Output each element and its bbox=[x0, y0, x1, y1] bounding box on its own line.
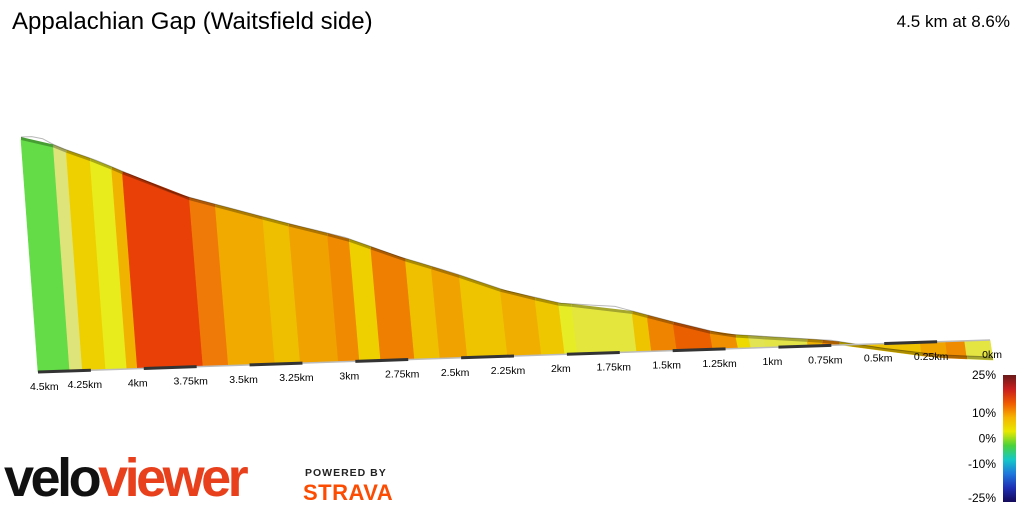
band-top-wall bbox=[764, 336, 808, 342]
band-top-wall bbox=[710, 330, 736, 338]
ridge-line bbox=[20, 136, 994, 358]
band-top-wall bbox=[327, 233, 350, 242]
distance-tick-label: 4.5km bbox=[30, 381, 59, 393]
distance-axis bbox=[37, 339, 991, 374]
distance-tick-label: 1.25km bbox=[702, 358, 737, 370]
band-top-wall bbox=[90, 158, 112, 170]
distance-tick-label: 3km bbox=[339, 370, 359, 382]
band-top-wall bbox=[349, 238, 371, 250]
band-top-wall bbox=[748, 335, 765, 340]
band-top-wall bbox=[673, 321, 711, 334]
band-top-wall bbox=[370, 246, 406, 262]
base-dash bbox=[355, 358, 409, 363]
legend-tick-label: 25% bbox=[972, 368, 996, 382]
band-top-wall bbox=[288, 223, 328, 237]
distance-tick-label: 3.5km bbox=[229, 374, 258, 386]
base-dash bbox=[143, 365, 197, 370]
climb-summary: 4.5 km at 8.6% bbox=[896, 12, 1010, 31]
distance-tick-label: 0km bbox=[982, 349, 1002, 361]
profile-top-walls bbox=[21, 137, 993, 360]
base-dash bbox=[778, 343, 832, 349]
band-top-wall bbox=[921, 352, 948, 359]
band-top-wall bbox=[53, 144, 67, 153]
gradient-bands bbox=[20, 139, 994, 373]
base-dash bbox=[461, 354, 515, 360]
band-top-wall bbox=[558, 302, 572, 307]
distance-tick-label: 4.25km bbox=[68, 379, 103, 391]
band-top-wall bbox=[822, 339, 840, 345]
distance-tick-label: 4km bbox=[128, 377, 148, 389]
legend-tick-label: -25% bbox=[968, 491, 996, 505]
band-top-wall bbox=[500, 288, 536, 301]
gradient-legend-bar bbox=[1003, 375, 1016, 502]
distance-tick-labels: 4.5km 4.25km 4km 3.75km 3.5km 3.25km 3km 2.75km… bbox=[30, 349, 1002, 393]
distance-tick-label: 2.75km bbox=[385, 369, 420, 381]
distance-tick-label: 3.75km bbox=[173, 376, 208, 388]
band-top-wall bbox=[807, 338, 823, 343]
base-dash bbox=[566, 350, 620, 356]
band-top-wall bbox=[571, 303, 633, 314]
base-dash bbox=[672, 347, 726, 353]
logo-viewer-part: viewer bbox=[98, 448, 249, 508]
band-top-wall bbox=[21, 137, 54, 148]
band-top-wall bbox=[431, 266, 460, 278]
distance-tick-label: 2.25km bbox=[491, 365, 526, 377]
band-top-wall bbox=[189, 197, 216, 208]
band-top-wall bbox=[535, 297, 559, 306]
base-dash bbox=[37, 368, 91, 374]
gradient-band bbox=[748, 338, 767, 349]
distance-tick-label: 1km bbox=[763, 356, 783, 368]
chart-title: Appalachian Gap (Waitsfield side) bbox=[12, 8, 373, 35]
distance-tick-label: 0.5km bbox=[864, 353, 893, 365]
band-top-wall bbox=[967, 355, 993, 360]
distance-tick-label: 0.25km bbox=[914, 351, 949, 363]
legend-tick-label: 0% bbox=[979, 432, 997, 446]
band-top-wall bbox=[947, 355, 968, 359]
band-top-wall bbox=[262, 216, 289, 227]
legend-tick-label: 10% bbox=[972, 406, 996, 420]
distance-tick-label: 1.5km bbox=[652, 360, 681, 372]
band-top-wall bbox=[66, 149, 91, 162]
band-top-wall bbox=[215, 204, 263, 220]
gradient-band bbox=[571, 306, 638, 355]
distance-tick-label: 3.25km bbox=[279, 372, 314, 384]
band-top-wall bbox=[647, 314, 674, 325]
logo-velo-part: velo bbox=[4, 448, 102, 508]
band-top-wall bbox=[459, 274, 501, 292]
distance-tick-label: 2.5km bbox=[441, 367, 470, 379]
powered-by-label: POWERED BY bbox=[305, 467, 387, 479]
strava-logo: STRAVA bbox=[303, 480, 394, 505]
band-top-wall bbox=[111, 166, 123, 175]
base-dash bbox=[249, 361, 303, 367]
profile-ridge bbox=[20, 136, 994, 358]
band-top-wall bbox=[122, 171, 190, 201]
distance-tick-label: 2km bbox=[551, 363, 571, 375]
band-top-wall bbox=[735, 334, 749, 339]
gradient-legend: 25% 10% 0% -10% -25% bbox=[968, 368, 1016, 505]
distance-tick-label: 1.75km bbox=[597, 361, 632, 373]
band-top-wall bbox=[852, 343, 922, 356]
legend-tick-label: -10% bbox=[968, 457, 996, 471]
distance-tick-label: 0.75km bbox=[808, 354, 843, 366]
band-top-wall bbox=[405, 258, 432, 270]
band-top-wall bbox=[632, 310, 648, 318]
base-dash bbox=[884, 340, 938, 346]
veloviewer-logo: veloviewer bbox=[4, 448, 249, 508]
gradient-band bbox=[735, 337, 752, 349]
